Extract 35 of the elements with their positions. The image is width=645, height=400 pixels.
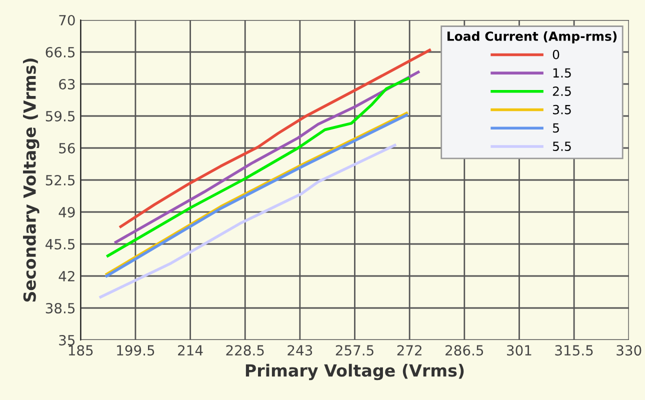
- y-tick-label: 38.5: [46, 302, 75, 314]
- x-tick-label: 272: [397, 345, 422, 356]
- legend-label: 5: [553, 123, 559, 133]
- y-tick-label: 66.5: [46, 46, 75, 58]
- legend-label: 3.5: [553, 104, 571, 114]
- x-tick-label: 286.5: [446, 345, 484, 356]
- y-tick-label: 35: [59, 334, 75, 346]
- x-tick-label: 315.5: [555, 345, 593, 356]
- legend-title: Load Current (Amp-rms): [447, 31, 617, 44]
- y-axis-title: Secondary Voltage (Vrms): [23, 58, 40, 302]
- legend-label: 1.5: [553, 68, 571, 78]
- legend-label: 5.5: [553, 142, 571, 152]
- y-tick-label: 45.5: [46, 239, 75, 250]
- y-tick-label: 63: [59, 78, 75, 90]
- legend-label: 0: [552, 50, 560, 60]
- line-series: [119, 48, 432, 228]
- x-tick-label: 243: [288, 345, 312, 356]
- legend-label: 2.5: [552, 86, 571, 96]
- x-tick-label: 228.5: [226, 345, 264, 356]
- x-tick-label: 199.5: [117, 345, 154, 356]
- y-tick-label: 70: [59, 14, 75, 26]
- x-axis-title: Primary Voltage (Vrms): [246, 364, 464, 380]
- line-series: [114, 70, 420, 244]
- y-tick-label: 56: [59, 142, 75, 154]
- y-tick-label: 49: [58, 206, 75, 218]
- line-series: [99, 144, 396, 298]
- line-series: [106, 77, 410, 258]
- x-tick-label: 185: [68, 345, 93, 356]
- x-tick-label: 257.5: [336, 345, 374, 356]
- x-tick-label: 214: [178, 345, 203, 356]
- y-tick-label: 52.5: [46, 174, 75, 186]
- y-tick-label: 42: [58, 270, 74, 282]
- x-tick-label: 301: [507, 345, 532, 356]
- x-tick-label: 330: [616, 345, 642, 356]
- y-tick-label: 59.5: [46, 110, 75, 122]
